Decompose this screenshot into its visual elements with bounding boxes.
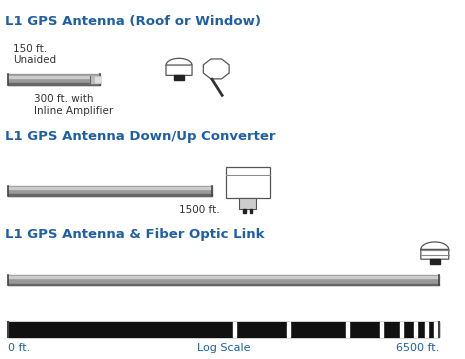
Bar	[250, 209, 252, 213]
Text: L1 GPS Antenna (Roof or Window): L1 GPS Antenna (Roof or Window)	[5, 15, 261, 28]
Bar	[8, 322, 439, 337]
Polygon shape	[203, 59, 229, 79]
Bar	[425, 322, 428, 337]
Bar	[8, 74, 100, 85]
Bar	[8, 187, 212, 189]
Text: 0 ft.: 0 ft.	[8, 343, 31, 353]
Bar	[430, 259, 440, 264]
Polygon shape	[421, 242, 449, 259]
Bar	[8, 284, 439, 285]
Bar	[8, 275, 439, 285]
Bar	[8, 276, 439, 278]
Bar	[414, 322, 417, 337]
Bar	[95, 77, 100, 82]
Bar	[380, 322, 383, 337]
Bar	[226, 167, 270, 198]
Text: L1 GPS Antenna Down/Up Converter: L1 GPS Antenna Down/Up Converter	[5, 130, 275, 143]
Bar	[400, 322, 403, 337]
Bar	[346, 322, 349, 337]
Text: 300 ft. with
Inline Amplifier: 300 ft. with Inline Amplifier	[34, 94, 113, 116]
Polygon shape	[166, 58, 192, 75]
Bar	[8, 76, 100, 78]
Bar	[8, 186, 212, 196]
Text: 1500 ft.: 1500 ft.	[179, 205, 219, 215]
Bar	[239, 198, 256, 209]
Text: L1 GPS Antenna & Fiber Optic Link: L1 GPS Antenna & Fiber Optic Link	[5, 228, 264, 241]
Bar	[8, 83, 100, 85]
Bar	[8, 195, 212, 196]
Bar	[174, 75, 184, 80]
Bar	[233, 322, 236, 337]
Text: 6500 ft.: 6500 ft.	[396, 343, 439, 353]
Bar	[90, 76, 100, 83]
Bar	[243, 209, 246, 213]
Bar	[287, 322, 290, 337]
Text: 150 ft.
Unaided: 150 ft. Unaided	[13, 44, 56, 65]
Bar	[434, 322, 437, 337]
Text: Log Scale: Log Scale	[197, 343, 251, 353]
